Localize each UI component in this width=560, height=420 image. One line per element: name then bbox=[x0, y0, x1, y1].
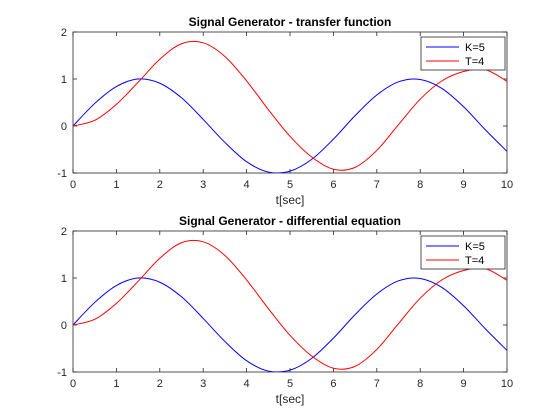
x-tick-label: 3 bbox=[200, 378, 206, 390]
y-tick-label: 2 bbox=[61, 27, 67, 39]
y-tick-label: -1 bbox=[57, 367, 67, 379]
legend-entry: K=5 bbox=[465, 241, 485, 253]
x-tick-label: 10 bbox=[501, 179, 513, 191]
x-tick-label: 5 bbox=[287, 378, 293, 390]
x-tick-label: 0 bbox=[70, 179, 76, 191]
x-tick-label: 8 bbox=[417, 378, 423, 390]
y-tick-label: 1 bbox=[61, 273, 67, 285]
legend-box bbox=[420, 36, 506, 71]
x-tick-label: 3 bbox=[200, 179, 206, 191]
y-tick-label: 1 bbox=[61, 74, 67, 86]
x-axis-label: t[sec] bbox=[276, 193, 305, 207]
y-tick-label: 0 bbox=[61, 121, 67, 133]
chart-title: Signal Generator - transfer function bbox=[189, 15, 392, 29]
x-tick-label: 7 bbox=[374, 179, 380, 191]
x-tick-label: 5 bbox=[287, 179, 293, 191]
legend-entry: K=5 bbox=[465, 42, 485, 54]
y-tick-label: 0 bbox=[61, 320, 67, 332]
legend: K=5T=4 bbox=[420, 36, 506, 71]
x-tick-label: 9 bbox=[461, 378, 467, 390]
y-tick-label: -1 bbox=[57, 168, 67, 180]
series-line-red bbox=[73, 239, 507, 370]
x-tick-label: 2 bbox=[157, 179, 163, 191]
series-line-red bbox=[73, 40, 507, 171]
x-tick-label: 6 bbox=[330, 179, 336, 191]
x-axis-label: t[sec] bbox=[276, 392, 305, 406]
x-tick-label: 2 bbox=[157, 378, 163, 390]
x-tick-label: 1 bbox=[113, 179, 119, 191]
x-tick-label: 4 bbox=[244, 179, 250, 191]
legend-entry: T=4 bbox=[465, 255, 484, 267]
x-tick-label: 6 bbox=[330, 378, 336, 390]
x-tick-label: 0 bbox=[70, 378, 76, 390]
x-tick-label: 4 bbox=[244, 378, 250, 390]
x-tick-label: 10 bbox=[501, 378, 513, 390]
legend: K=5T=4 bbox=[420, 235, 506, 270]
y-tick-label: 2 bbox=[61, 226, 67, 238]
chart-title: Signal Generator - differential equation bbox=[179, 214, 401, 228]
series-group bbox=[73, 239, 507, 372]
series-group bbox=[73, 40, 507, 173]
x-tick-label: 7 bbox=[374, 378, 380, 390]
x-tick-label: 9 bbox=[461, 179, 467, 191]
legend-box bbox=[420, 235, 506, 270]
legend-entry: T=4 bbox=[465, 56, 484, 68]
x-tick-label: 1 bbox=[113, 378, 119, 390]
x-tick-label: 8 bbox=[417, 179, 423, 191]
